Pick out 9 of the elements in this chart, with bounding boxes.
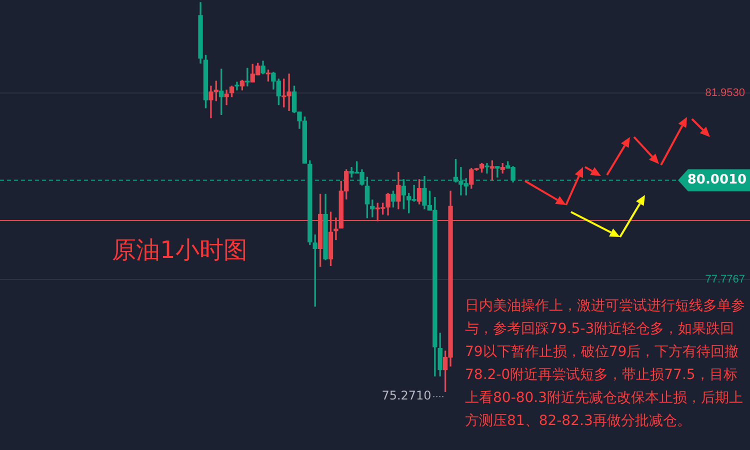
ref-line-label: 80.0010 (687, 172, 747, 188)
text: 原油1小时图 (112, 235, 248, 266)
candlestick (484, 163, 490, 174)
y-tick-label: 81.9530 (705, 87, 745, 100)
candlestick (224, 90, 229, 106)
annotation: 75.2710 (382, 388, 432, 403)
y-tick-label: 77.7767 (705, 274, 745, 286)
candlestick (234, 82, 240, 90)
annotation: 日内美油操作上，激进可尝试进行短线多单参与，参考回踩79.5-3附近轻仓多，如果跌回79以下暂作止损，破位79后，下方有待回撤78.2-0附近再尝试短多，带止损77.5，目标上看80-80.3附近先减仓改保本止损，后期上方测压81、82-82.3再做分批减仓。 (465, 297, 746, 431)
